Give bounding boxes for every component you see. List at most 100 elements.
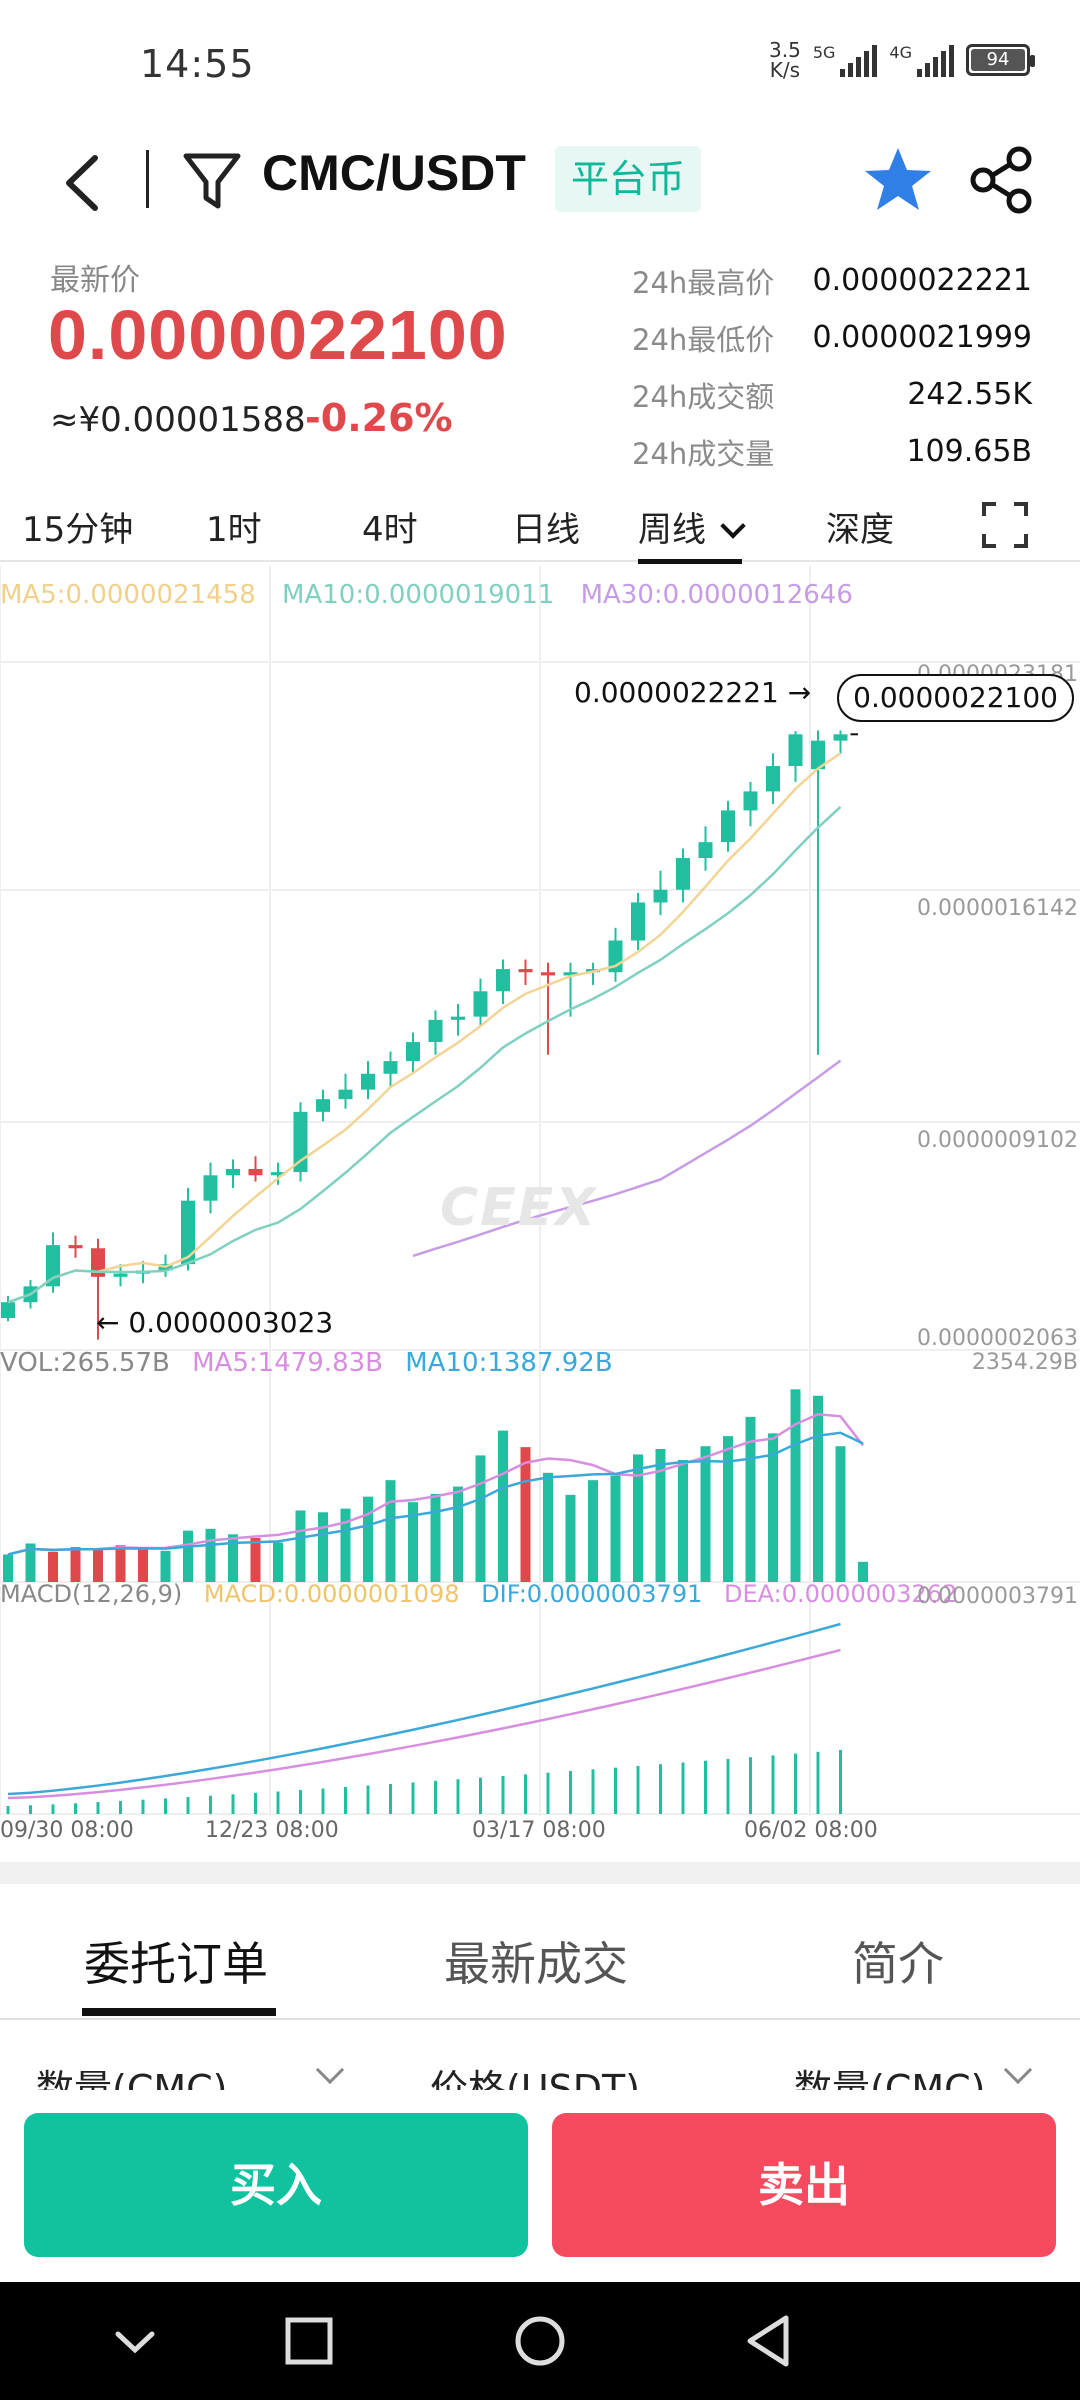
signal-5g-icon: 5G [813, 43, 878, 77]
col-buy-qty[interactable]: 数量(CMC) [36, 2067, 228, 2090]
volume-bar [835, 1446, 846, 1582]
candle-body [113, 1273, 128, 1277]
signal-4g-label: 4G [889, 43, 912, 62]
kline-chart[interactable]: MA5:0.0000021458 MA10:0.0000019011 MA30:… [0, 566, 1080, 1862]
cny-price: ≈¥0.00001588 [50, 400, 306, 440]
stat-high-label: 24h最高价 [632, 265, 775, 300]
date-label: 03/17 08:00 [472, 1818, 606, 1843]
fullscreen-icon[interactable] [980, 500, 1030, 550]
volume-bar [858, 1561, 868, 1582]
stat-low-value: 0.0000021999 [812, 320, 1033, 355]
stat-low: 24h最低价 0.0000021999 [632, 309, 1032, 366]
macd-value-label: MACD:0.0000001098 [203, 1580, 460, 1608]
order-column-headers: 数量(CMC) 价格(USDT) 数量(CMC) [0, 2040, 1080, 2090]
candle-body [1, 1302, 15, 1319]
header-divider [146, 150, 149, 208]
battery-icon: 94 [966, 44, 1035, 76]
volume-bar [385, 1480, 396, 1582]
candle-body [833, 734, 848, 741]
chevron-down-icon [720, 513, 746, 539]
volume-bar [183, 1530, 193, 1582]
back-arrow-icon[interactable] [55, 148, 115, 218]
kline-svg [0, 566, 1080, 1816]
network-speed-value: 3.5 [769, 38, 801, 62]
tab-daily[interactable]: 日线 [512, 510, 580, 550]
col-sell-qty[interactable]: 数量(CMC) [794, 2067, 986, 2090]
volume-bar [115, 1545, 126, 1582]
tab-weekly-label: 周线 [638, 510, 706, 550]
chevron-down-icon[interactable] [315, 2055, 345, 2085]
price-axis-label: 0.0000016142 [917, 896, 1078, 921]
candle-body [203, 1175, 218, 1201]
nav-back-icon[interactable] [734, 2306, 804, 2376]
candle-body [698, 842, 713, 859]
nav-recents-icon[interactable] [274, 2306, 344, 2376]
volume-bar [93, 1548, 103, 1582]
buy-button[interactable]: 买入 [24, 2113, 528, 2257]
section-divider [0, 1862, 1080, 1884]
nav-home-icon[interactable] [505, 2306, 575, 2376]
candle-body [766, 766, 780, 792]
volume-bar [565, 1494, 576, 1582]
candle-body [563, 972, 578, 976]
low-price-marker: ← 0.0000003023 [96, 1306, 334, 1339]
share-icon[interactable] [965, 144, 1037, 216]
system-nav-bar [0, 2282, 1080, 2400]
tab-1h[interactable]: 1时 [206, 510, 262, 550]
ma5-line [7, 752, 842, 1304]
pair-title[interactable]: CMC/USDT [262, 145, 526, 201]
pair-header: CMC/USDT 平台币 [0, 130, 1080, 240]
volume-bar [273, 1542, 283, 1582]
volume-bar [543, 1472, 553, 1582]
stat-volume-value: 109.65B [906, 434, 1032, 469]
candle-body [226, 1168, 240, 1176]
candle-body [496, 969, 510, 992]
candle-body [743, 791, 758, 811]
filter-icon[interactable] [180, 146, 244, 216]
ma10-line [7, 806, 842, 1304]
nav-collapse-icon[interactable] [100, 2306, 170, 2376]
sell-button[interactable]: 卖出 [552, 2113, 1056, 2257]
tab-order-book[interactable]: 委托订单 [84, 1937, 268, 1991]
candle-body [676, 858, 690, 890]
volume-bar [25, 1543, 36, 1582]
volume-bar [655, 1448, 666, 1582]
candle-body [316, 1099, 330, 1112]
dea-label: DEA:0.0000003262 [724, 1580, 958, 1608]
volume-bar [430, 1493, 441, 1582]
macd-params-label: MACD(12,26,9) [0, 1580, 183, 1608]
volume-bar [318, 1512, 328, 1582]
stat-high-value: 0.0000022221 [812, 263, 1033, 298]
volume-bar [813, 1395, 823, 1582]
battery-level: 94 [971, 49, 1025, 71]
volume-bar [768, 1433, 778, 1582]
favorite-star-icon[interactable] [862, 144, 934, 216]
volume-bar [48, 1551, 58, 1582]
candle-body [541, 972, 555, 976]
price-change: -0.26% [305, 396, 453, 440]
tab-weekly[interactable]: 周线 [638, 502, 746, 564]
volume-bar [340, 1508, 351, 1582]
vol-label: VOL:265.57B [0, 1348, 170, 1378]
macd-legend: MACD(12,26,9) MACD:0.0000001098 DIF:0.00… [0, 1580, 971, 1608]
ma-legend: MA5:0.0000021458 MA10:0.0000019011 MA30:… [0, 580, 871, 610]
candle-body [271, 1172, 285, 1176]
date-label: 09/30 08:00 [0, 1818, 134, 1843]
candle-body [653, 889, 668, 903]
dif-label: DIF:0.0000003791 [481, 1580, 703, 1608]
vol-ma10-line [7, 1431, 864, 1556]
tab-depth[interactable]: 深度 [826, 510, 894, 550]
volume-bar [295, 1510, 306, 1582]
candle-body [361, 1073, 375, 1090]
tab-15m[interactable]: 15分钟 [22, 510, 134, 550]
chevron-down-icon[interactable] [1003, 2055, 1033, 2085]
status-icons: 3.5 K/s 5G 4G 94 [769, 38, 1035, 80]
candle-body [181, 1200, 195, 1265]
tab-latest-trades[interactable]: 最新成交 [444, 1937, 628, 1991]
tab-intro[interactable]: 简介 [852, 1937, 944, 1991]
date-label: 06/02 08:00 [744, 1818, 878, 1843]
volume-bar [250, 1537, 261, 1582]
watermark-logo: CEEX [440, 1178, 598, 1238]
tab-4h[interactable]: 4时 [362, 510, 418, 550]
last-price-label: 最新价 [50, 263, 140, 298]
